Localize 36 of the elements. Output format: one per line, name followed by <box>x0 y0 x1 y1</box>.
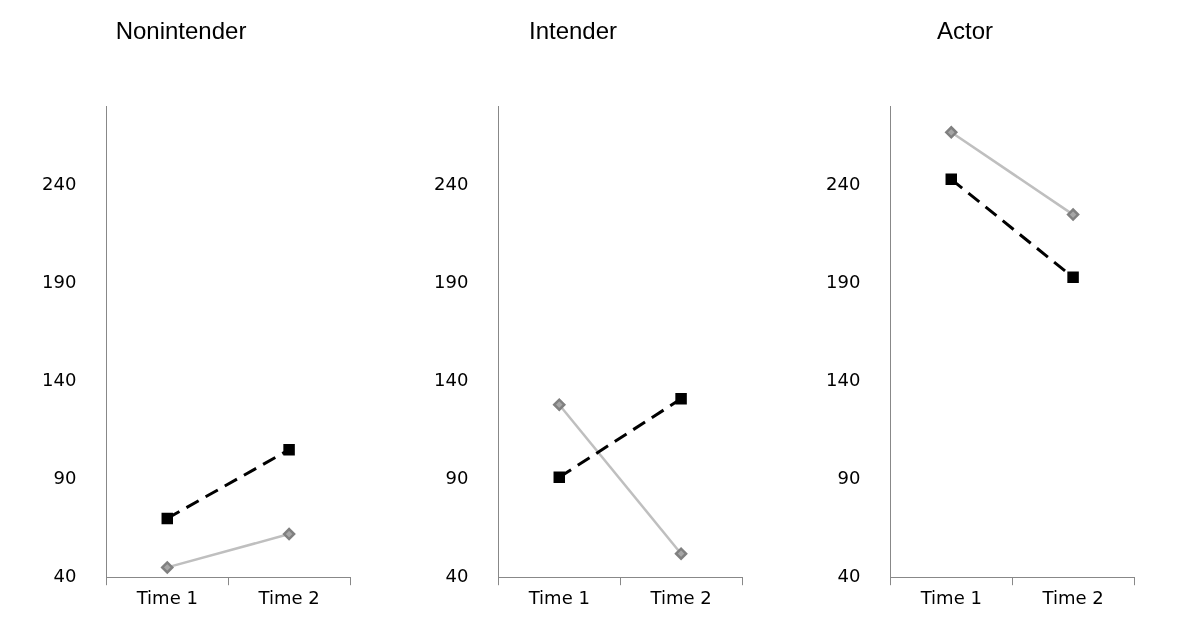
point <box>675 393 687 405</box>
y-tick-label: 90 <box>837 466 861 488</box>
y-tick-label: 90 <box>53 466 77 488</box>
y-tick-label: 190 <box>826 270 861 292</box>
point <box>161 512 174 525</box>
y-tick-label: 190 <box>42 270 77 292</box>
y-tick-label: 240 <box>826 172 861 194</box>
point <box>283 444 295 456</box>
chart-title: Intender <box>528 17 618 45</box>
point <box>1067 271 1079 284</box>
chart-title: Actor <box>936 17 994 45</box>
point <box>282 527 296 541</box>
point <box>945 173 958 186</box>
y-tick-label: 40 <box>837 564 861 586</box>
x-tick-label: Time 2 <box>649 586 712 608</box>
y-tick-label: 140 <box>42 368 77 390</box>
y-tick-label: 40 <box>53 564 77 586</box>
point <box>1066 208 1080 221</box>
y-tick-label: 140 <box>826 368 861 390</box>
y-tick-label: 190 <box>434 270 469 292</box>
x-tick-label: Time 1 <box>527 586 590 608</box>
y-tick-label: 140 <box>434 368 469 390</box>
chart-title: Nonintender <box>115 17 247 45</box>
point <box>161 561 174 574</box>
x-tick-label: Time 2 <box>257 586 320 608</box>
y-tick-label: 240 <box>42 172 77 194</box>
point <box>945 126 958 139</box>
x-tick-label: Time 1 <box>919 586 982 608</box>
x-tick-label: Time 2 <box>1041 586 1104 608</box>
y-tick-label: 90 <box>445 466 469 488</box>
point <box>674 547 688 560</box>
x-tick-label: Time 1 <box>135 586 198 608</box>
y-tick-label: 240 <box>434 172 469 194</box>
point <box>553 398 566 411</box>
point <box>553 471 566 483</box>
y-tick-label: 40 <box>445 564 469 586</box>
